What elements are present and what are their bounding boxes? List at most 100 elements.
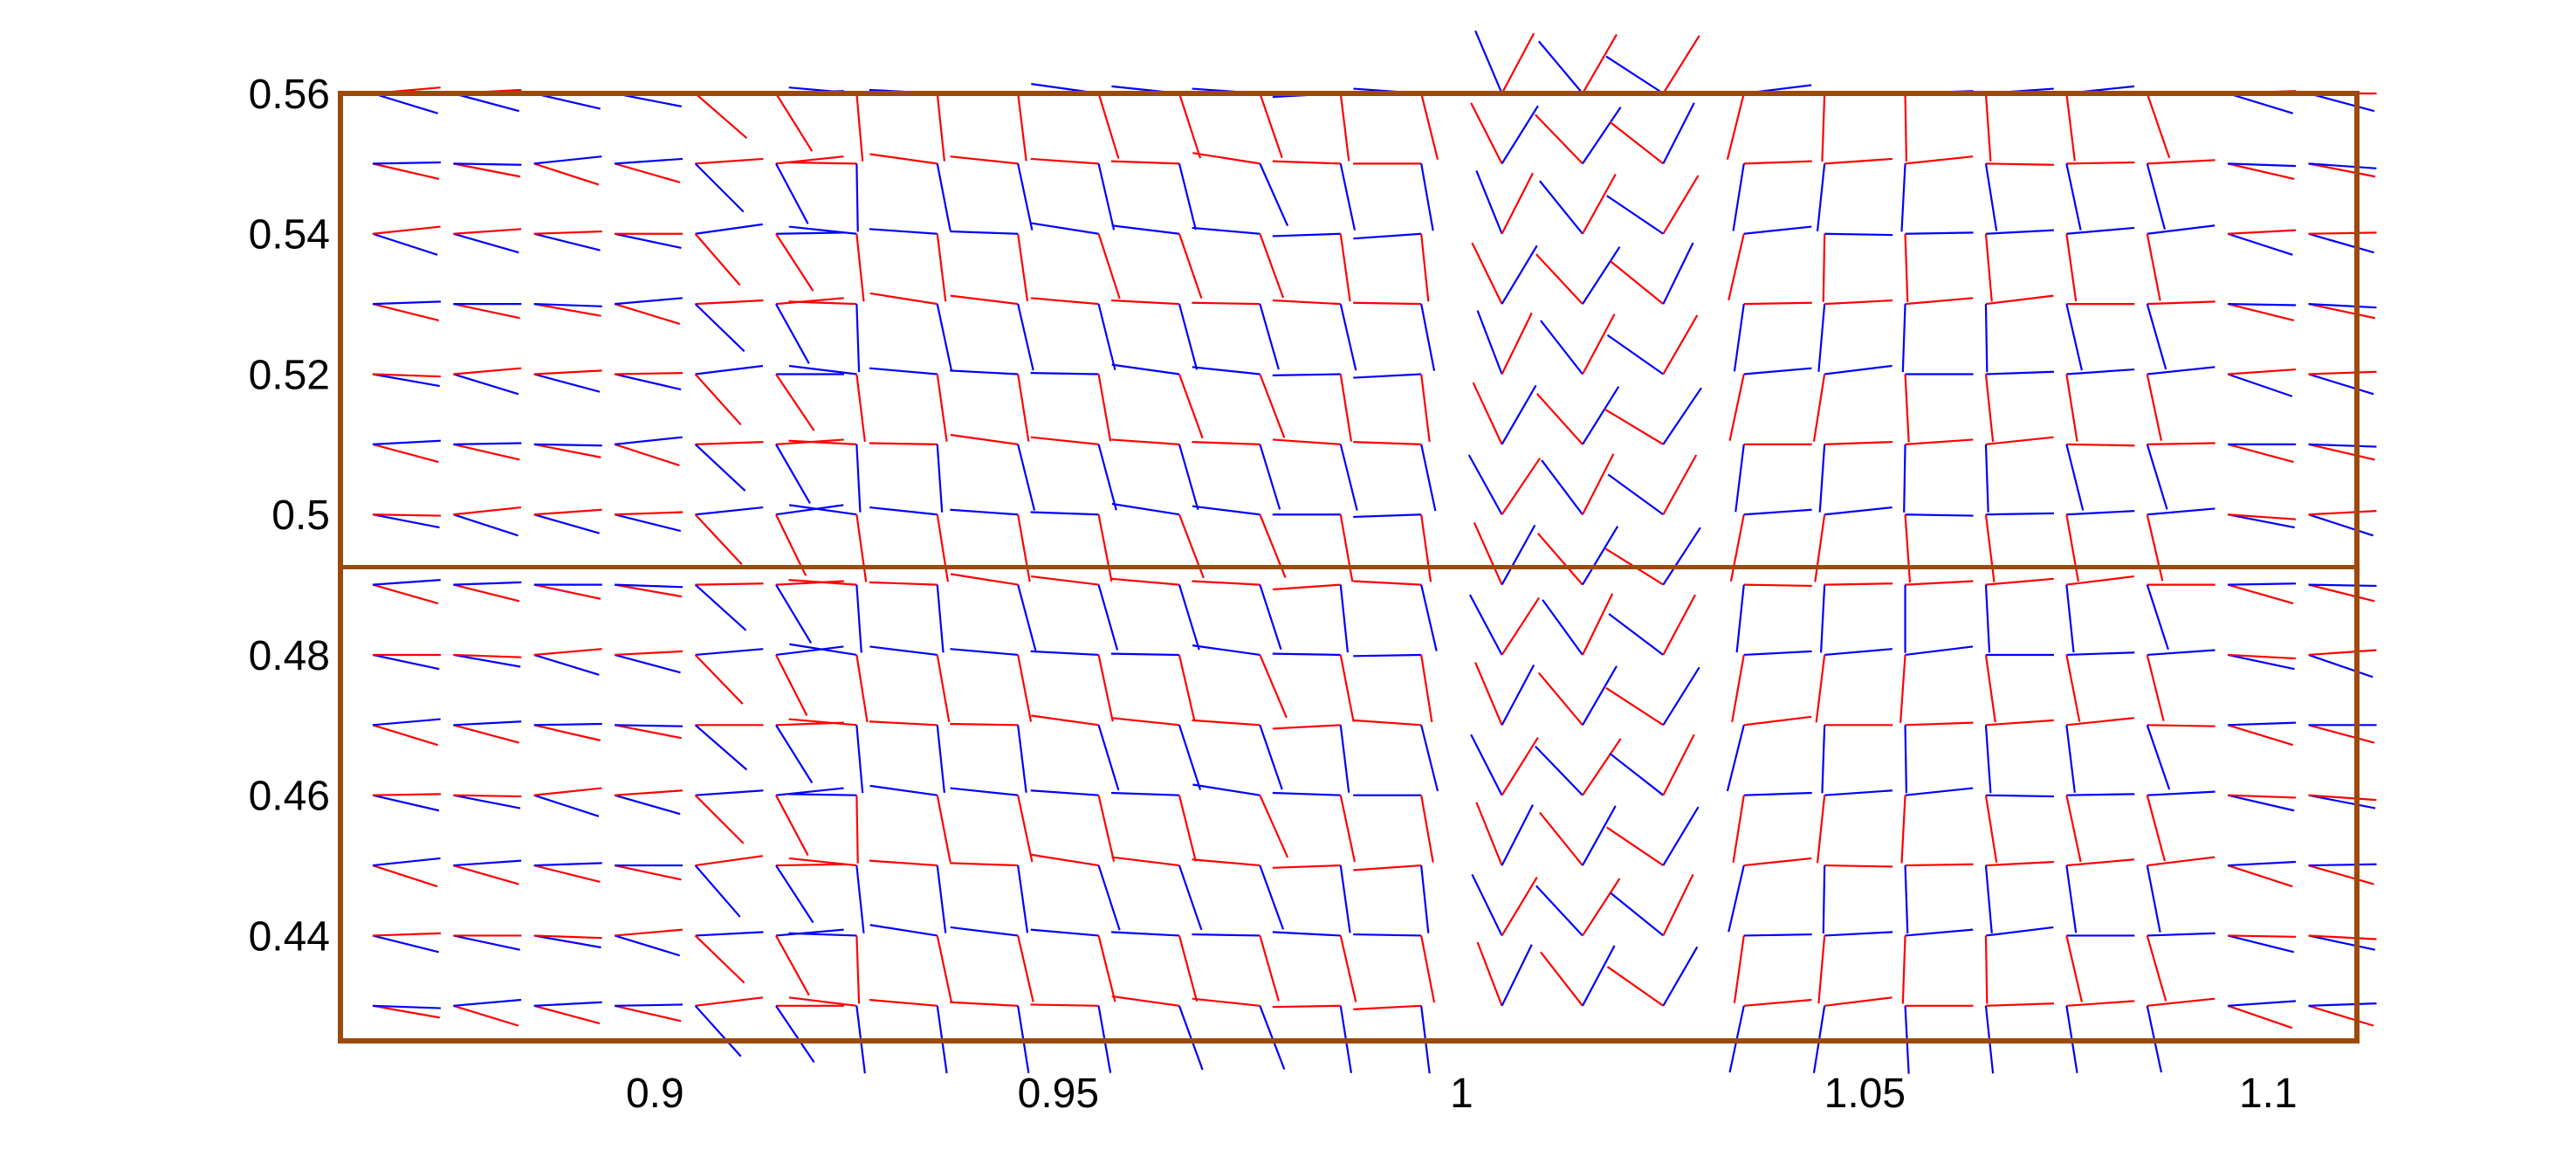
vector-glyph — [1812, 364, 1893, 442]
vector-glyph — [372, 793, 441, 812]
vector-segment — [1819, 584, 1826, 653]
vector-glyph — [453, 998, 522, 1027]
vector-glyph — [1900, 787, 1974, 864]
vector-segment — [2065, 514, 2079, 582]
vector-segment — [1743, 857, 1812, 867]
vector-segment — [1900, 163, 1906, 232]
vector-segment — [1017, 93, 1027, 162]
vector-glyph — [788, 718, 864, 794]
vector-glyph — [1353, 513, 1432, 582]
vector-glyph — [453, 934, 522, 951]
vector-segment — [453, 442, 522, 445]
vector-glyph — [1819, 582, 1893, 653]
vector-segment — [1501, 172, 1534, 235]
vector-segment — [615, 650, 683, 657]
vector-segment — [453, 859, 522, 867]
vector-glyph — [869, 645, 951, 722]
vector-segment — [1824, 582, 1893, 586]
vector-glyph — [533, 303, 602, 317]
vector-segment — [1899, 654, 1906, 723]
vector-glyph — [1899, 645, 1974, 723]
vector-glyph — [694, 789, 764, 844]
vector-segment — [1030, 928, 1099, 937]
vector-segment — [950, 433, 1019, 445]
vector-segment — [936, 725, 946, 794]
vector-glyph — [869, 784, 951, 863]
vector-glyph — [1110, 160, 1197, 231]
vector-glyph — [1272, 299, 1357, 371]
vector-glyph — [453, 228, 522, 254]
vector-glyph — [1818, 441, 1893, 513]
vector-segment — [1178, 374, 1204, 439]
vector-segment — [1662, 35, 1700, 94]
vector-segment — [1581, 593, 1614, 656]
vector-segment — [2227, 864, 2293, 888]
vector-segment — [1824, 648, 1893, 657]
vector-glyph — [1817, 299, 1893, 372]
vector-segment — [1582, 33, 1618, 94]
vector-segment — [1031, 714, 1099, 727]
vector-glyph — [372, 373, 441, 388]
vector-segment — [1605, 686, 1664, 727]
vector-segment — [372, 513, 440, 529]
vector-segment — [1259, 584, 1282, 651]
vector-glyph — [1353, 933, 1436, 1003]
vector-segment — [533, 443, 602, 447]
vector-segment — [788, 161, 857, 165]
vector-segment — [372, 857, 441, 867]
vector-segment — [1582, 738, 1622, 796]
vector-glyph — [788, 300, 861, 373]
vector-glyph — [1031, 575, 1119, 651]
vector-segment — [1472, 382, 1503, 445]
vector-glyph — [614, 436, 683, 467]
vector-segment — [775, 297, 844, 306]
vector-glyph — [1353, 87, 1439, 160]
vector-segment — [1192, 858, 1261, 867]
vector-segment — [694, 233, 741, 286]
vector-segment — [1030, 436, 1099, 445]
vector-segment — [1030, 789, 1099, 796]
vector-segment — [855, 374, 866, 443]
vector-glyph — [1476, 941, 1533, 1007]
vector-segment — [1984, 374, 1995, 443]
vector-segment — [453, 724, 519, 744]
vector-segment — [614, 443, 680, 467]
vector-segment — [1030, 372, 1099, 375]
vector-segment — [1985, 162, 2054, 166]
vector-glyph — [1192, 366, 1286, 438]
vector-glyph — [533, 722, 602, 741]
vector-segment — [1905, 438, 1974, 445]
vector-segment — [936, 654, 951, 722]
vector-segment — [950, 369, 1019, 375]
vector-segment — [1501, 312, 1533, 375]
vector-segment — [1662, 946, 1699, 1007]
vector-glyph — [1731, 650, 1812, 722]
vector-segment — [1468, 594, 1503, 656]
vector-glyph — [1904, 231, 1974, 302]
vector-segment — [855, 304, 861, 373]
vector-segment — [533, 724, 601, 741]
vector-segment — [2308, 794, 2377, 802]
vector-segment — [1900, 795, 1906, 864]
vector-segment — [1821, 93, 1826, 162]
vector-segment — [1735, 584, 1745, 653]
vector-glyph — [1815, 648, 1893, 723]
vector-segment — [774, 654, 808, 716]
vector-segment — [1985, 370, 2054, 375]
vector-segment — [1017, 303, 1034, 371]
vector-segment — [775, 373, 815, 431]
vector-segment — [1984, 304, 1989, 373]
vector-glyph — [1272, 438, 1358, 511]
vector-segment — [1984, 163, 1998, 231]
vector-segment — [2066, 858, 2135, 867]
vector-segment — [1097, 303, 1116, 371]
vector-segment — [2146, 935, 2167, 1002]
vector-segment — [1824, 996, 1893, 1007]
vector-segment — [2065, 163, 2082, 231]
vector-segment — [1097, 233, 1121, 300]
vector-segment — [533, 1004, 601, 1025]
vector-segment — [1030, 1003, 1099, 1007]
vector-glyph — [372, 718, 441, 747]
vector-glyph — [1272, 373, 1353, 442]
vector-segment — [1743, 998, 1812, 1007]
